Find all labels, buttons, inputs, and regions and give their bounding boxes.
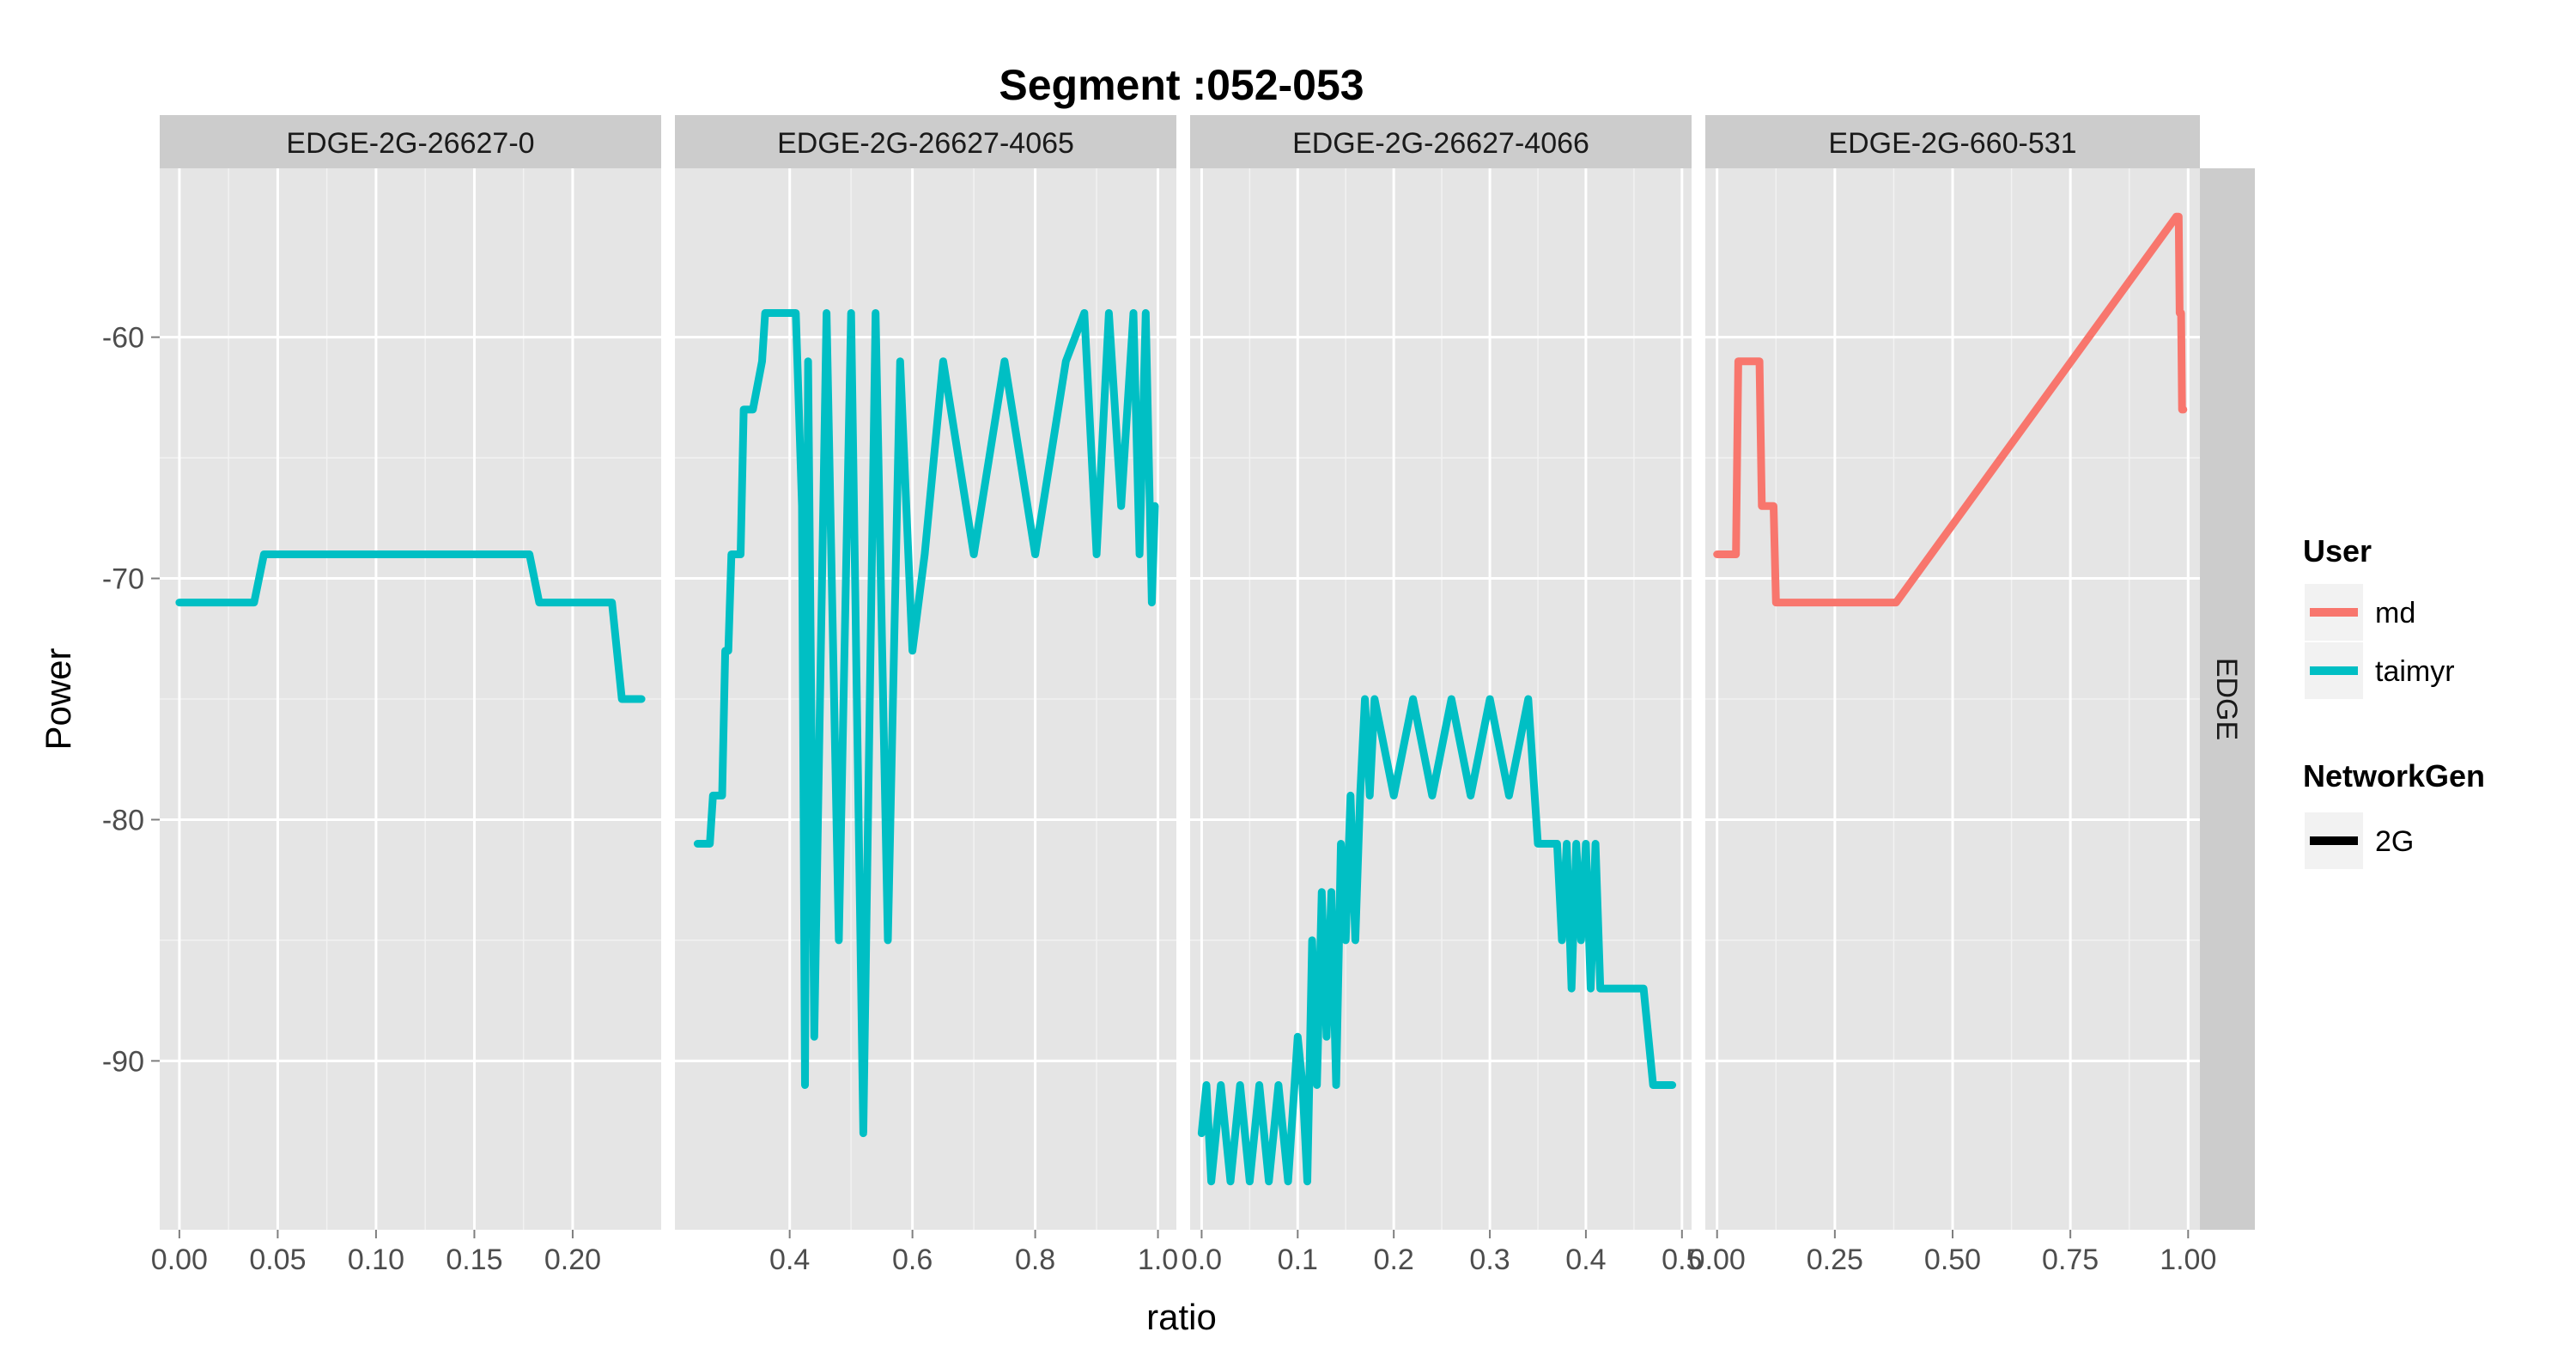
y-tick-label: -80: [102, 804, 144, 836]
chart-title: Segment :052-053: [999, 61, 1364, 109]
panel-strip-label: EDGE-2G-660-531: [1828, 127, 2076, 160]
panel-strip: [1190, 115, 1692, 168]
x-tick-label: 0.00: [151, 1244, 208, 1276]
x-tick-label: 1.00: [2160, 1244, 2216, 1276]
x-axis-title: ratio: [1146, 1297, 1217, 1337]
y-axis-title: Power: [38, 648, 78, 750]
row-strip-background: [2200, 168, 2255, 1230]
series-line-taimyr: [175, 550, 646, 703]
row-strip-label: EDGE: [2210, 658, 2243, 740]
x-tick-label: 0.50: [1924, 1244, 1981, 1276]
panel-strip: [160, 115, 661, 168]
panel-3: EDGE-2G-26627-4066 0.0 0.1 0.2 0.3 0.4 0.5: [1182, 115, 1702, 1276]
panel-strip: [1705, 115, 2200, 168]
x-tick-label: 0.1: [1278, 1244, 1318, 1276]
panels-layer: EDGE-2G-26627-00.00 0.05 0.10 0.15 0.20EDGE-…: [102, 115, 2216, 1276]
y-tick-label: -60: [102, 322, 144, 355]
x-tick-label: 0.2: [1374, 1244, 1414, 1276]
x-tick-label: 0.4: [1565, 1244, 1606, 1276]
x-tick-label: 0.25: [1807, 1244, 1863, 1276]
series-line-taimyr: [1197, 695, 1677, 1186]
panel-1: EDGE-2G-26627-0 0.00 0.05 0.10 0.15 0.20: [151, 115, 661, 1276]
x-tick-label: 0.75: [2042, 1244, 2099, 1276]
legend-title-networkgen: NetworkGen: [2303, 758, 2485, 794]
legend-label-taimyr: taimyr: [2375, 655, 2455, 688]
legend-label-2g: 2G: [2375, 825, 2414, 858]
series-line-taimyr: [693, 309, 1159, 1138]
y-tick-label: -70: [102, 563, 144, 596]
panel-strip-label: EDGE-2G-26627-4066: [1292, 127, 1589, 160]
x-tick-label: 0.8: [1015, 1244, 1055, 1276]
x-tick-label: 0.20: [544, 1244, 601, 1276]
y-tick-label: -90: [102, 1045, 144, 1078]
panel-strip: [675, 115, 1176, 168]
y-axis: -90 -80 -70 -60: [102, 322, 160, 1078]
panel-4: EDGE-2G-660-531 0.00 0.25 0.50 0.75 1.00: [1689, 115, 2216, 1276]
x-tick-label: 0.05: [249, 1244, 306, 1276]
x-tick-label: 0.3: [1469, 1244, 1510, 1276]
x-tick-label: 0.15: [446, 1244, 502, 1276]
panel-2: EDGE-2G-26627-4065 0.4 0.6 0.8 1.0: [675, 115, 1178, 1276]
x-tick-label: 0.5: [1662, 1244, 1702, 1276]
panel-strip-label: EDGE-2G-26627-4065: [777, 127, 1074, 160]
legend-label-md: md: [2375, 597, 2415, 629]
panel-strip-label: EDGE-2G-26627-0: [286, 127, 534, 160]
x-tick-label: 0.0: [1182, 1244, 1222, 1276]
legend-title-user: User: [2303, 533, 2372, 569]
series-line-md: [1713, 212, 2188, 607]
x-tick-label: 0.10: [348, 1244, 404, 1276]
x-tick-label: 1.0: [1138, 1244, 1178, 1276]
x-tick-label: 0.4: [769, 1244, 810, 1276]
x-tick-label: 0.6: [892, 1244, 933, 1276]
legend: User md taimyr NetworkGen 2G: [2303, 533, 2485, 869]
x-tick-label: 0.00: [1689, 1244, 1746, 1276]
